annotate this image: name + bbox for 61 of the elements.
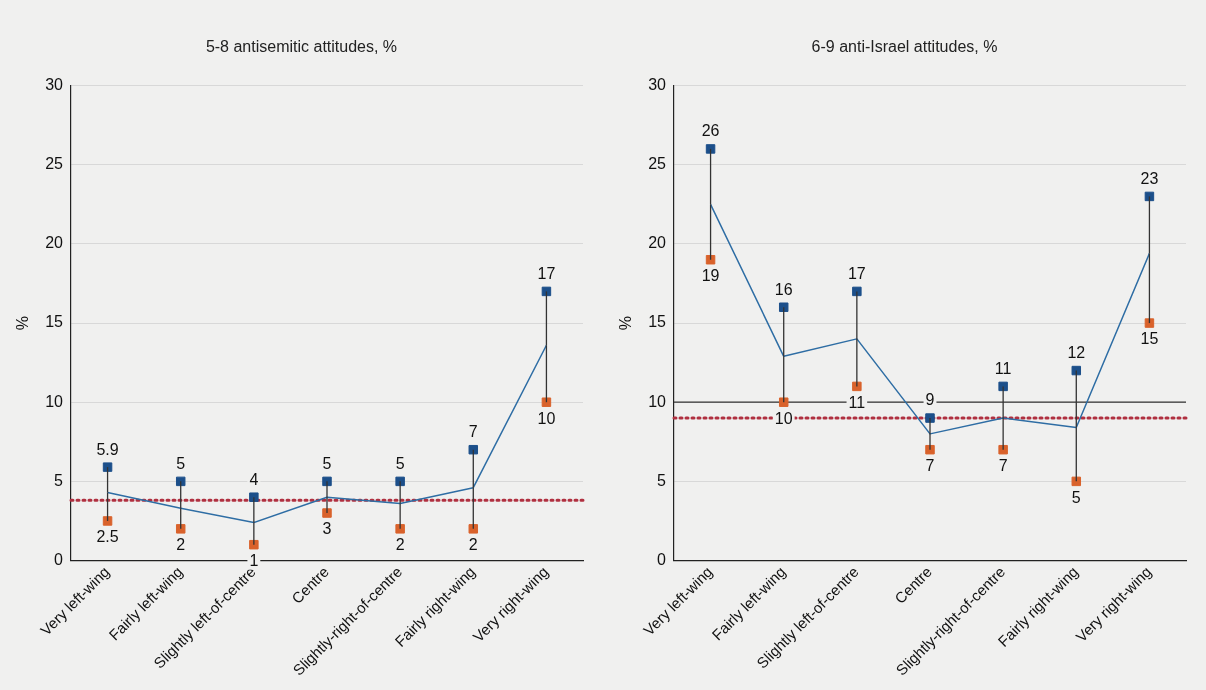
data-label: 5 [176,454,186,472]
y-tick-label: 30 [45,76,64,94]
point [852,381,862,392]
point [175,476,186,487]
data-label: 10 [537,409,556,427]
data-label: 9 [925,391,935,409]
point [1071,476,1082,487]
data-label: 16 [774,280,793,298]
y-tick-label: 15 [648,313,667,331]
chart-title: 5-8 antisemitic attitudes, % [204,38,399,56]
data-label: 2 [395,536,405,554]
point [778,302,789,312]
y-tick-label: 0 [54,550,64,568]
y-tick-label: 0 [657,550,667,568]
data-label: 17 [847,264,866,282]
data-label: 7 [925,457,935,475]
data-label: 26 [701,122,720,140]
y-tick-label: 15 [45,313,64,331]
y-axis-title: % [14,315,32,331]
y-tick-label: 25 [648,155,667,173]
data-label: 23 [1140,169,1159,187]
point [1071,365,1082,376]
point [102,516,113,526]
y-tick-label: 5 [54,471,64,489]
y-tick-label: 25 [45,155,64,173]
data-label: 5 [1071,488,1081,506]
point [778,397,789,407]
y-tick-label: 20 [45,234,64,252]
data-label: 5 [395,454,405,472]
point [1144,318,1155,328]
point [102,462,113,472]
y-tick-label: 10 [45,392,64,410]
chart-title: 6-9 anti-Israel attitudes, % [810,38,999,56]
point [705,255,716,265]
data-label: 7 [998,457,1008,475]
data-label: 5.9 [96,440,119,458]
data-label: 5 [322,454,332,472]
data-label: 3 [322,520,332,538]
y-axis-title: % [617,315,635,331]
data-label: 2 [176,536,186,554]
data-label: 19 [701,267,720,285]
point [705,144,716,154]
y-tick-label: 10 [648,392,667,410]
data-label: 11 [994,359,1012,377]
y-tick-label: 20 [648,234,667,252]
data-label: 2.5 [96,528,119,546]
data-label: 17 [537,264,556,282]
y-tick-label: 5 [657,471,667,489]
data-label: 2 [468,536,478,554]
data-label: 4 [249,470,259,488]
data-label: 12 [1067,343,1086,361]
y-tick-label: 30 [648,76,667,94]
data-label: 1 [249,552,259,570]
data-label: 11 [848,393,866,411]
data-label: 7 [468,423,478,441]
data-label: 10 [774,409,793,427]
data-label: 15 [1140,330,1159,348]
point [468,444,479,455]
point [541,397,552,407]
point [468,524,479,534]
point [175,524,186,534]
